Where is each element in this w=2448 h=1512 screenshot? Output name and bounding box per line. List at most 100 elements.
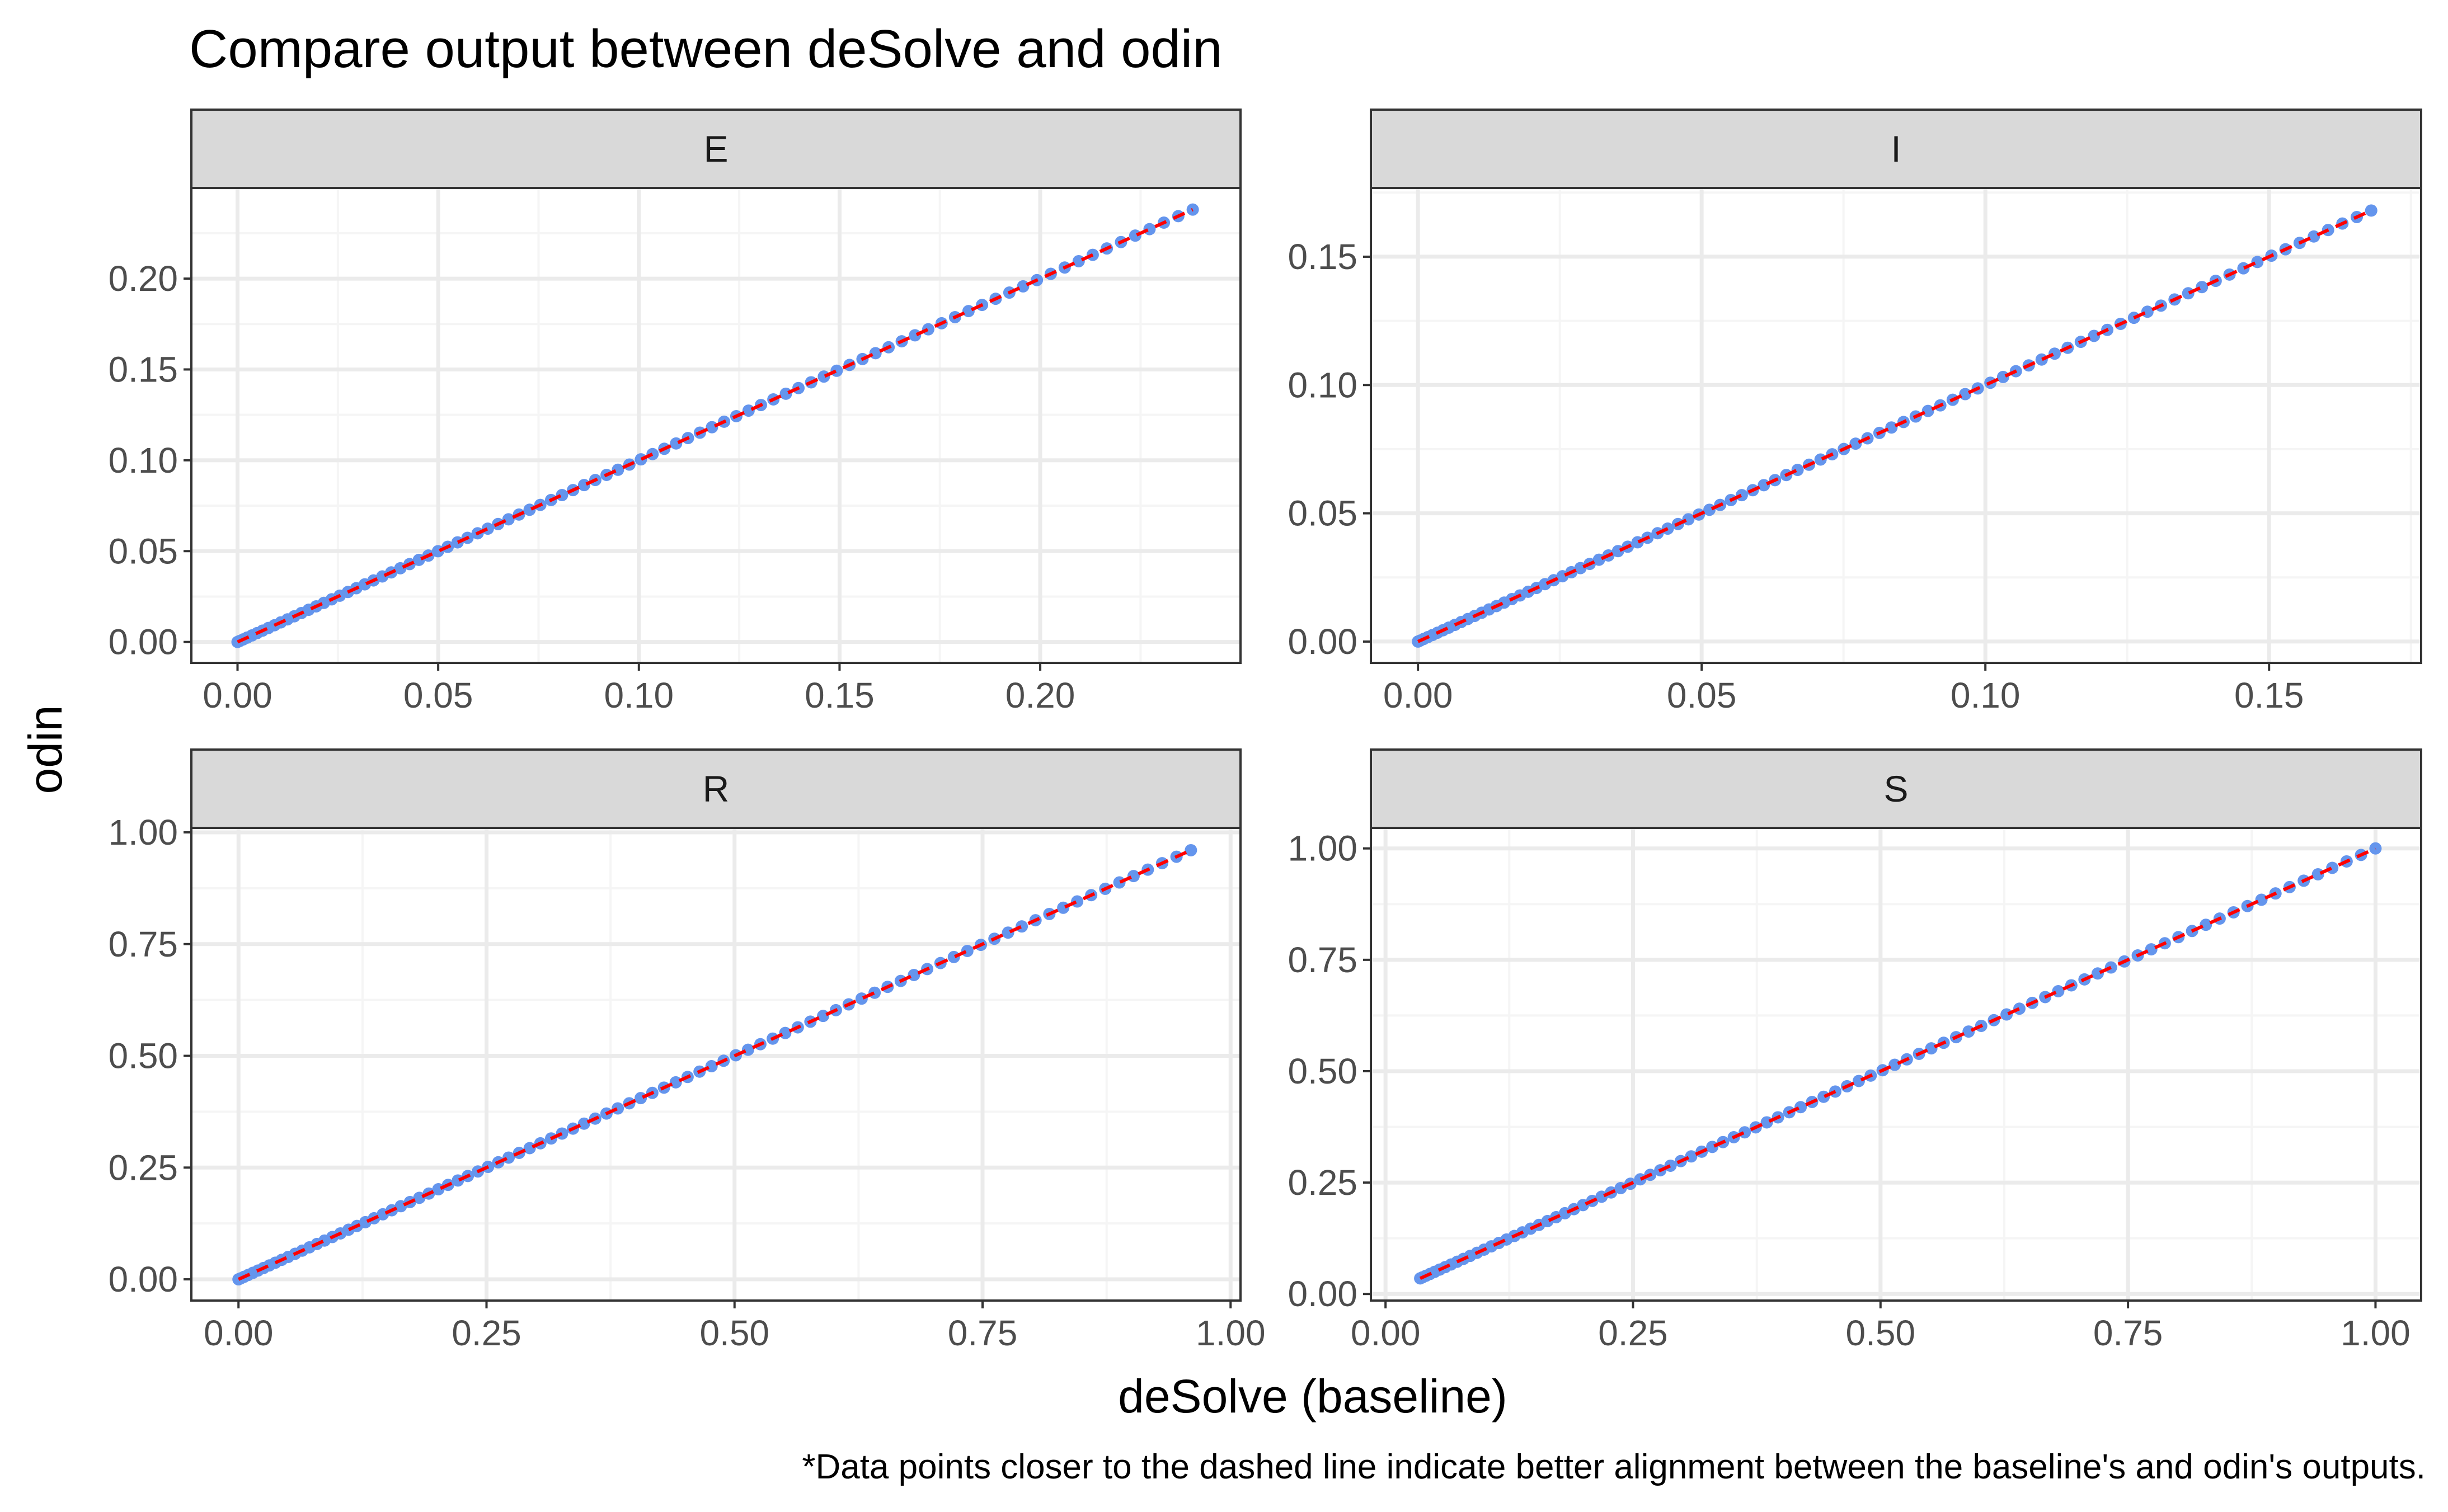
x-tick-label: 0.00 [1351, 1313, 1421, 1353]
reference-line [237, 849, 1192, 1281]
facet-panel-S: S 0.00 0.25 0.50 0.75 1.00 0.00 0.25 0.50 0.75 1.0… [1288, 748, 2422, 1353]
data-point [2365, 204, 2377, 217]
data-point [502, 1151, 515, 1164]
data-point [2326, 861, 2339, 874]
data-point [855, 992, 868, 1005]
y-tick-label: 0.00 [108, 622, 178, 662]
data-point [962, 305, 975, 318]
strip-label-R: R [703, 768, 730, 809]
data-point [1706, 1141, 1719, 1153]
data-point [1735, 489, 1748, 502]
x-tick-label: 1.00 [1196, 1313, 1266, 1353]
data-point [2013, 1002, 2026, 1015]
x-tick-label: 0.15 [2234, 675, 2304, 715]
data-point [1016, 920, 1028, 933]
y-tick-label: 0.00 [1288, 621, 1357, 662]
y-tick-label: 0.75 [108, 924, 178, 964]
facet-panels: E 0.00 0.05 0.10 0.15 0.20 0.00 0.05 0.10 0.15 0.2… [108, 109, 2422, 1353]
strip-label-E: E [703, 128, 728, 169]
x-tick-label: 0.75 [2093, 1313, 2163, 1353]
x-tick-label: 0.10 [604, 675, 674, 715]
y-tick-label: 0.15 [108, 349, 178, 389]
data-point [741, 1043, 754, 1056]
reference-line [237, 208, 1194, 644]
x-tick-label: 0.05 [403, 675, 473, 715]
data-point [1921, 404, 1934, 417]
y-tick-label: 0.15 [1288, 237, 1357, 277]
data-point [1849, 437, 1862, 450]
data-point [909, 329, 922, 342]
data-point [1888, 1058, 1901, 1071]
facet-panel-R: R 0.00 0.25 0.50 0.75 1.00 0.00 0.25 0.50 0.75 1.0… [108, 748, 1266, 1353]
data-point [1814, 453, 1827, 466]
caption: *Data points closer to the dashed line i… [802, 1448, 2426, 1486]
y-tick-label: 1.00 [108, 812, 178, 852]
data-point [646, 448, 659, 460]
facet-panel-E: E 0.00 0.05 0.10 0.15 0.20 0.00 0.05 0.10 0.15 0.2… [108, 109, 1242, 715]
data-point [947, 950, 960, 963]
data-point [1703, 503, 1716, 516]
x-tick-label: 0.00 [1383, 675, 1453, 715]
reference-line [1419, 846, 2376, 1280]
data-point [1885, 421, 1898, 434]
data-point [706, 421, 718, 434]
data-point [669, 1076, 682, 1089]
data-point [1127, 870, 1140, 883]
x-tick-label: 0.20 [1005, 675, 1075, 715]
data-point [2145, 943, 2158, 956]
x-tick-label: 0.50 [699, 1313, 769, 1353]
data-point [817, 1010, 830, 1023]
data-point [1057, 901, 1070, 914]
data-point [2237, 262, 2250, 275]
x-tick-label: 0.05 [1667, 675, 1737, 715]
x-tick-label: 0.25 [452, 1313, 521, 1353]
data-point [577, 479, 590, 492]
y-tick-label: 0.00 [1288, 1274, 1357, 1314]
data-point [1959, 388, 1972, 401]
data-point [1852, 1075, 1865, 1087]
data-point [1817, 1090, 1830, 1103]
y-tick-label: 0.50 [108, 1036, 178, 1076]
data-point [1996, 370, 2009, 383]
y-tick-label: 0.25 [108, 1147, 178, 1188]
data-point [705, 1060, 718, 1073]
data-point [2088, 329, 2101, 342]
data-point [2048, 347, 2061, 360]
data-point [1071, 895, 1084, 908]
data-point [2200, 918, 2212, 931]
data-point [2000, 1008, 2013, 1021]
strip-background [190, 748, 1242, 829]
data-point [612, 463, 624, 476]
data-point [922, 323, 934, 336]
y-tick-label: 0.05 [108, 531, 178, 571]
data-point [1794, 1101, 1807, 1114]
x-tick-label: 0.00 [204, 1313, 274, 1353]
data-point [556, 489, 568, 502]
x-tick-label: 0.00 [203, 675, 272, 715]
y-tick-label: 0.10 [108, 440, 178, 481]
x-tick-label: 0.50 [1846, 1313, 1916, 1353]
data-point [1185, 844, 1197, 856]
x-tick-label: 0.10 [1951, 675, 2021, 715]
data-point [1962, 1025, 1975, 1038]
data-point [2141, 305, 2154, 318]
facet-panel-I: I 0.00 0.05 0.10 0.15 0.00 0.05 0.10 0.15 [1288, 109, 2422, 715]
y-tick-label: 0.75 [1288, 940, 1357, 980]
data-point [1758, 479, 1770, 492]
strip-background [1370, 748, 2422, 829]
data-point [2311, 868, 2324, 880]
strip-label-S: S [1883, 768, 1908, 809]
data-point [523, 1142, 536, 1155]
y-tick-label: 0.25 [1288, 1162, 1357, 1203]
chart-title: Compare output between deSolve and odin [189, 19, 1223, 79]
data-point [1738, 1126, 1751, 1139]
y-axis-title: odin [19, 705, 72, 794]
strip-label-I: I [1891, 128, 1901, 169]
data-point [830, 364, 843, 377]
data-point [612, 1102, 624, 1115]
data-point [817, 370, 830, 383]
strip-background [1370, 109, 2422, 189]
data-point [556, 1127, 568, 1140]
data-point [742, 404, 755, 417]
